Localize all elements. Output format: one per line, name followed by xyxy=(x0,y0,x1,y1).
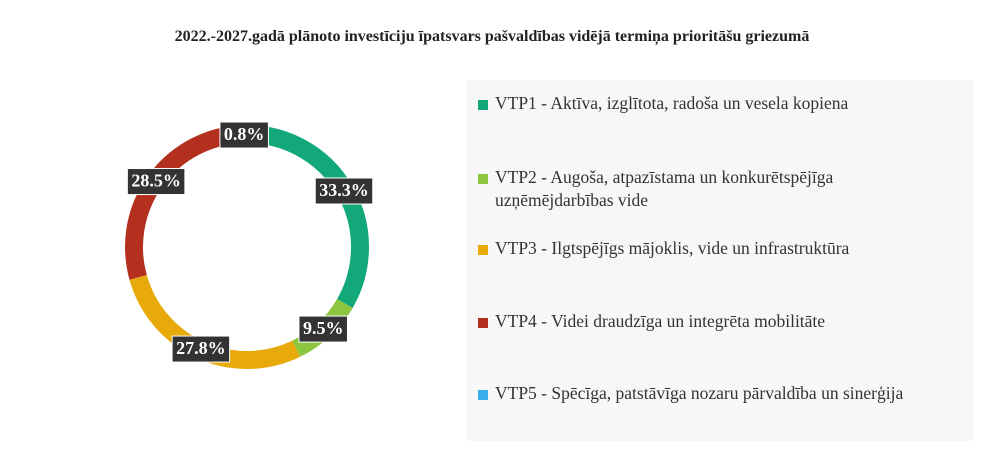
chart-title: 2022.-2027.gadā plānoto investīciju īpat… xyxy=(174,28,810,45)
legend-swatch xyxy=(478,318,488,328)
legend-label: VTP5 - Spēcīga, patstāvīga nozaru pārval… xyxy=(495,383,904,403)
data-label: 9.5% xyxy=(303,318,344,338)
legend-swatch xyxy=(478,245,488,255)
legend-swatch xyxy=(478,100,488,110)
legend-label: VTP4 - Videi draudzīga un integrēta mobi… xyxy=(495,311,826,331)
legend-item: VTP2 - Augoša, atpazīstama un konkurētsp… xyxy=(478,166,940,212)
data-label: 27.8% xyxy=(176,338,226,358)
legend-swatch xyxy=(478,174,488,184)
chart: 33.3% 9.5% 27.8% 28.5% 0.8% xyxy=(125,121,374,369)
legend-item: VTP3 - Ilgtspējīgs mājoklis, vide un inf… xyxy=(478,237,940,260)
legend-label: VTP3 - Ilgtspējīgs mājoklis, vide un inf… xyxy=(495,238,850,258)
legend-label: VTP1 - Aktīva, izglītota, radoša un vese… xyxy=(495,93,849,113)
data-label-bg xyxy=(314,177,374,205)
donut-segment xyxy=(246,125,369,308)
legend-label: VTP2 - Augoša, atpazīstama un konkurētsp… xyxy=(495,167,834,210)
donut-segment xyxy=(125,125,242,280)
legend-item: VTP4 - Videi draudzīga un integrēta mobi… xyxy=(478,310,940,333)
data-label-bg xyxy=(126,168,186,196)
data-label-bg xyxy=(171,335,231,363)
legend-swatch xyxy=(478,390,488,400)
data-label: 28.5% xyxy=(131,171,181,191)
data-label-bg xyxy=(298,315,348,343)
legend-item: VTP5 - Spēcīga, patstāvīga nozaru pārval… xyxy=(478,382,940,405)
legend: VTP1 - Aktīva, izglītota, radoša un vese… xyxy=(467,80,973,441)
data-label-bg xyxy=(219,121,269,149)
data-label: 0.8% xyxy=(224,124,265,144)
legend-item: VTP1 - Aktīva, izglītota, radoša un vese… xyxy=(478,92,940,115)
data-label: 33.3% xyxy=(319,180,369,200)
